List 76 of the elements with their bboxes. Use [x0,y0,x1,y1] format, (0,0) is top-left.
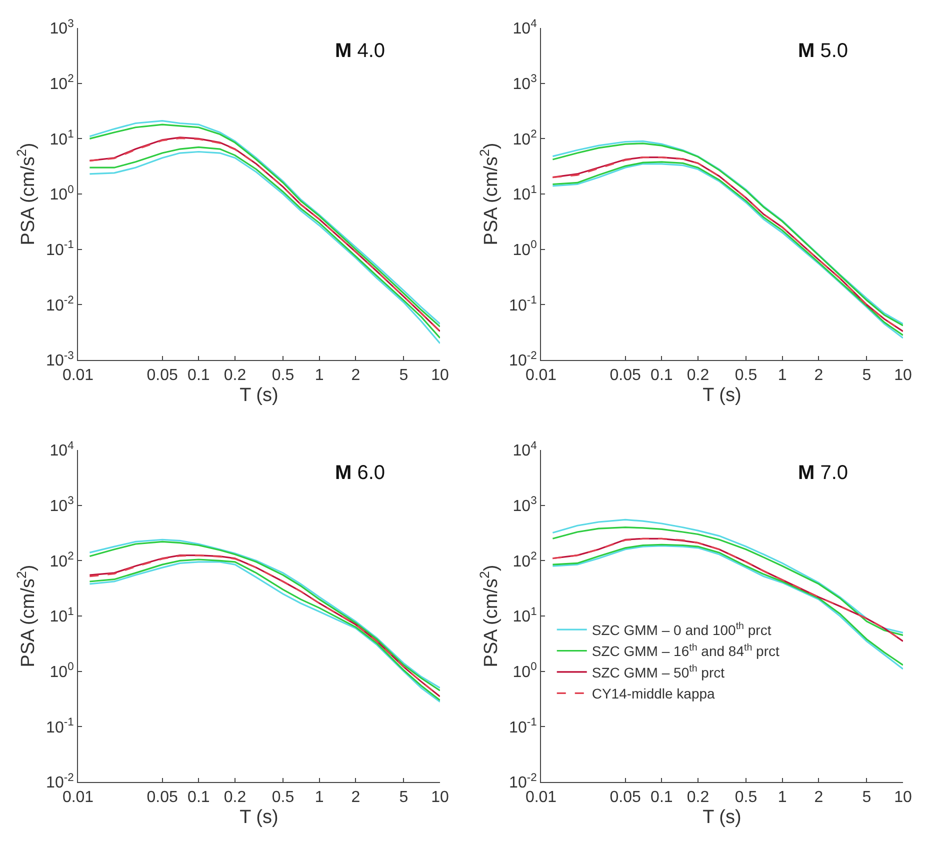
x-tick-label: 0.1 [188,367,210,384]
x-tick-label: 5 [399,367,408,384]
x-tick-label: 0.05 [146,789,178,806]
x-tick-label: 1 [778,367,787,384]
x-tick-label: 0.1 [188,789,210,806]
x-axis-title: T (s) [240,385,278,406]
x-tick-label: 0.5 [734,789,758,806]
y-tick-label: 10$^{2}$ [512,128,537,148]
x-tick-label: 0.5 [272,367,294,384]
legend-label: CY14-middle kappa [592,686,716,702]
x-tick-label: 0.01 [62,367,94,384]
x-axis-title: T (s) [702,385,742,406]
legend-label: SZC GMM – 0 and 100$^{th}$ prct [592,621,772,638]
y-tick-label: 10$^{-1}$ [46,716,74,736]
x-tick-label: 0.05 [610,789,642,806]
x-tick-label: 1 [314,789,324,806]
x-tick-label: 10 [894,789,912,806]
x-tick-label: 0.2 [686,789,710,806]
y-tick-label: 10$^{4}$ [50,440,74,460]
y-tick-label: 10$^{3}$ [50,18,74,38]
x-axis-title: T (s) [702,807,742,828]
x-tick-label: 5 [862,367,872,384]
y-tick-label: 10$^{4}$ [512,440,537,460]
y-tick-label: 10$^{0}$ [50,661,74,681]
legend-label: SZC GMM – 50$^{th}$ prct [592,664,725,680]
x-tick-label: 0.05 [610,367,642,384]
x-axis-title: T (s) [240,807,278,828]
legend-label: SZC GMM – 16$^{th}$ and 84$^{th}$ prct [592,642,780,660]
x-tick-label: 0.1 [650,367,673,384]
y-tick-label: 10$^{4}$ [512,18,537,38]
text: M 7.0 [798,462,848,484]
x-tick-label: 0.05 [146,367,178,384]
y-tick-label: 10$^{1}$ [512,184,537,204]
x-tick-label: 10 [431,789,449,806]
y-tick-label: 10$^{1}$ [512,606,537,626]
y-tick-label: 10$^{-2}$ [509,772,537,792]
y-tick-label: 10$^{0}$ [50,184,74,204]
y-tick-label: 10$^{-1}$ [509,716,537,736]
x-tick-label: 2 [351,789,360,806]
x-tick-label: 0.5 [734,367,758,384]
x-tick-label: 0.2 [686,367,710,384]
text: M 4.0 [335,40,386,62]
text: M 5.0 [798,40,848,62]
x-tick-label: 0.01 [525,789,557,806]
y-tick-label: 10$^{2}$ [50,550,74,570]
y-tick-label: 10$^{-3}$ [46,350,74,370]
y-tick-label: 10$^{0}$ [512,239,537,259]
x-tick-label: 0.5 [272,789,294,806]
x-tick-label: 1 [314,367,324,384]
y-tick-label: 10$^{3}$ [512,495,537,515]
x-tick-label: 0.2 [224,367,246,384]
y-tick-label: 10$^{3}$ [50,495,74,515]
y-tick-label: 10$^{-2}$ [46,294,74,314]
x-tick-label: 2 [351,367,360,384]
x-tick-label: 0.01 [62,789,94,806]
x-tick-label: 10 [431,367,449,384]
x-tick-label: 5 [862,789,872,806]
y-tick-label: 10$^{-1}$ [509,294,537,314]
x-tick-label: 2 [814,367,824,384]
y-tick-label: 10$^{3}$ [512,73,537,93]
y-tick-label: 10$^{2}$ [512,550,537,570]
x-tick-label: 10 [894,367,912,384]
y-tick-label: 10$^{0}$ [512,661,537,681]
y-tick-label: 10$^{2}$ [50,73,74,93]
x-tick-label: 0.1 [650,789,673,806]
y-tick-label: 10$^{1}$ [50,128,74,148]
y-tick-label: 10$^{-2}$ [46,772,74,792]
y-tick-label: 10$^{1}$ [50,606,74,626]
x-tick-label: 5 [399,789,408,806]
y-tick-label: 10$^{-2}$ [509,350,537,370]
x-tick-label: 0.01 [525,367,557,384]
y-tick-label: 10$^{-1}$ [46,239,74,259]
x-tick-label: 1 [778,789,787,806]
x-tick-label: 2 [814,789,824,806]
x-tick-label: 0.2 [224,789,246,806]
text: M 6.0 [335,462,386,484]
